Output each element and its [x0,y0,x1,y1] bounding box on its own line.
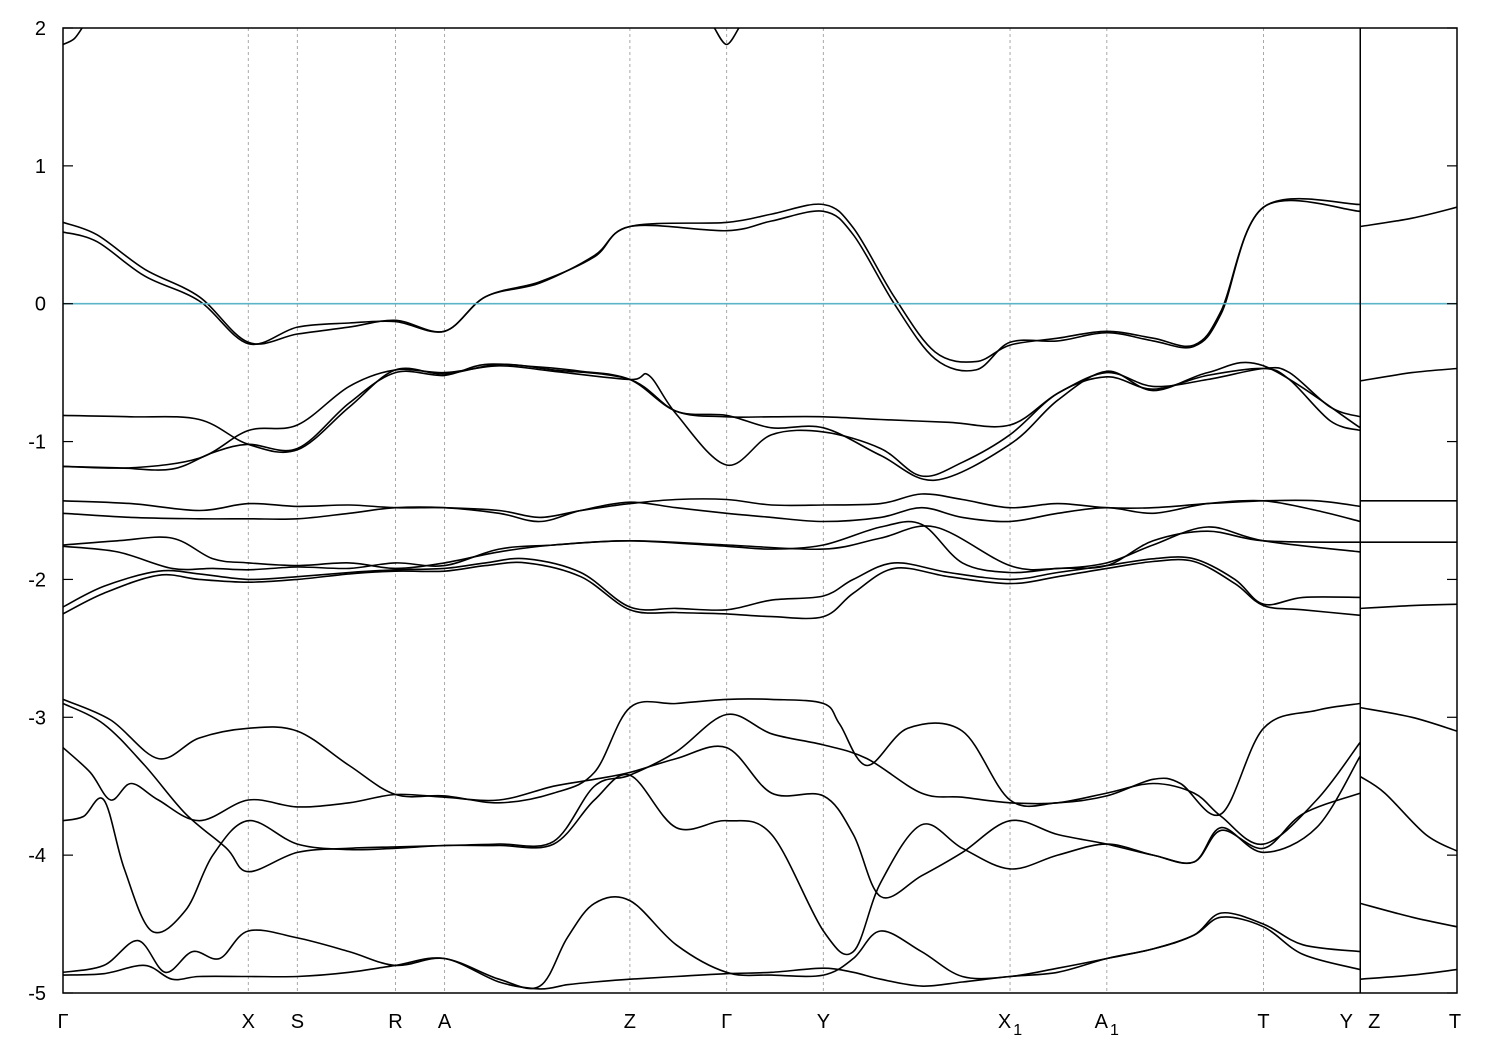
band-line-15 [1360,603,1457,610]
x-tick-label: Y [1340,1011,1353,1033]
y-tick-label: 0 [35,294,46,316]
band-line-5 [63,361,1361,482]
band-line-21 [1359,775,1457,852]
y-tick-label: -1 [28,432,46,454]
band-line-8 [63,499,1361,523]
y-tick-label: 2 [35,18,46,40]
x-tick-label: T [1449,1011,1461,1033]
band-line-26 [63,28,83,46]
x-tick-label: S [291,1011,304,1033]
x-tick-label: X [242,1011,255,1033]
x-tick-label: Z [624,1011,636,1033]
band-line-7 [63,493,1361,519]
band-line-13 [63,556,1361,611]
band-line-2 [1360,206,1457,228]
band-line-4 [63,364,1361,478]
x-tick-subscript: 1 [1110,1022,1119,1039]
x-tick-label: T [1257,1011,1269,1033]
y-axis: 2 1 0 -1 -2 -3 -4 -5 [28,18,1457,1005]
band-curves [63,28,1457,990]
band-line-3 [63,363,1361,454]
x-tick-label: Γ [57,1011,68,1033]
band-line-20 [1360,706,1457,732]
band-line-19 [63,755,1361,956]
x-tick-label: R [388,1011,402,1033]
high-symmetry-gridlines [247,28,1361,993]
y-tick-label: -5 [28,983,46,1005]
x-tick-label: Y [817,1011,830,1033]
x-tick-label: A [438,1011,452,1033]
band-line-6 [1360,367,1457,382]
band-line-11 [63,520,1361,574]
band-line-16 [63,698,1361,817]
band-line-23 [63,916,1361,990]
plot-frame [62,27,1458,994]
band-line-25 [1360,968,1457,980]
x-tick-label: Z [1368,1011,1380,1033]
x-tick-subscript: 1 [1013,1022,1022,1039]
x-tick-label: Γ [721,1011,732,1033]
band-line-14 [63,558,1361,620]
band-line-1 [63,199,1361,372]
y-tick-label: -3 [28,707,46,729]
band-line-27 [713,28,740,46]
band-line-24 [1360,902,1457,928]
band-line-17 [63,702,1361,873]
y-tick-label: 1 [35,156,46,178]
y-tick-label: -2 [28,569,46,591]
y-tick-label: -4 [28,845,46,867]
band-line-0 [63,197,1361,363]
band-line-10 [63,525,1361,571]
